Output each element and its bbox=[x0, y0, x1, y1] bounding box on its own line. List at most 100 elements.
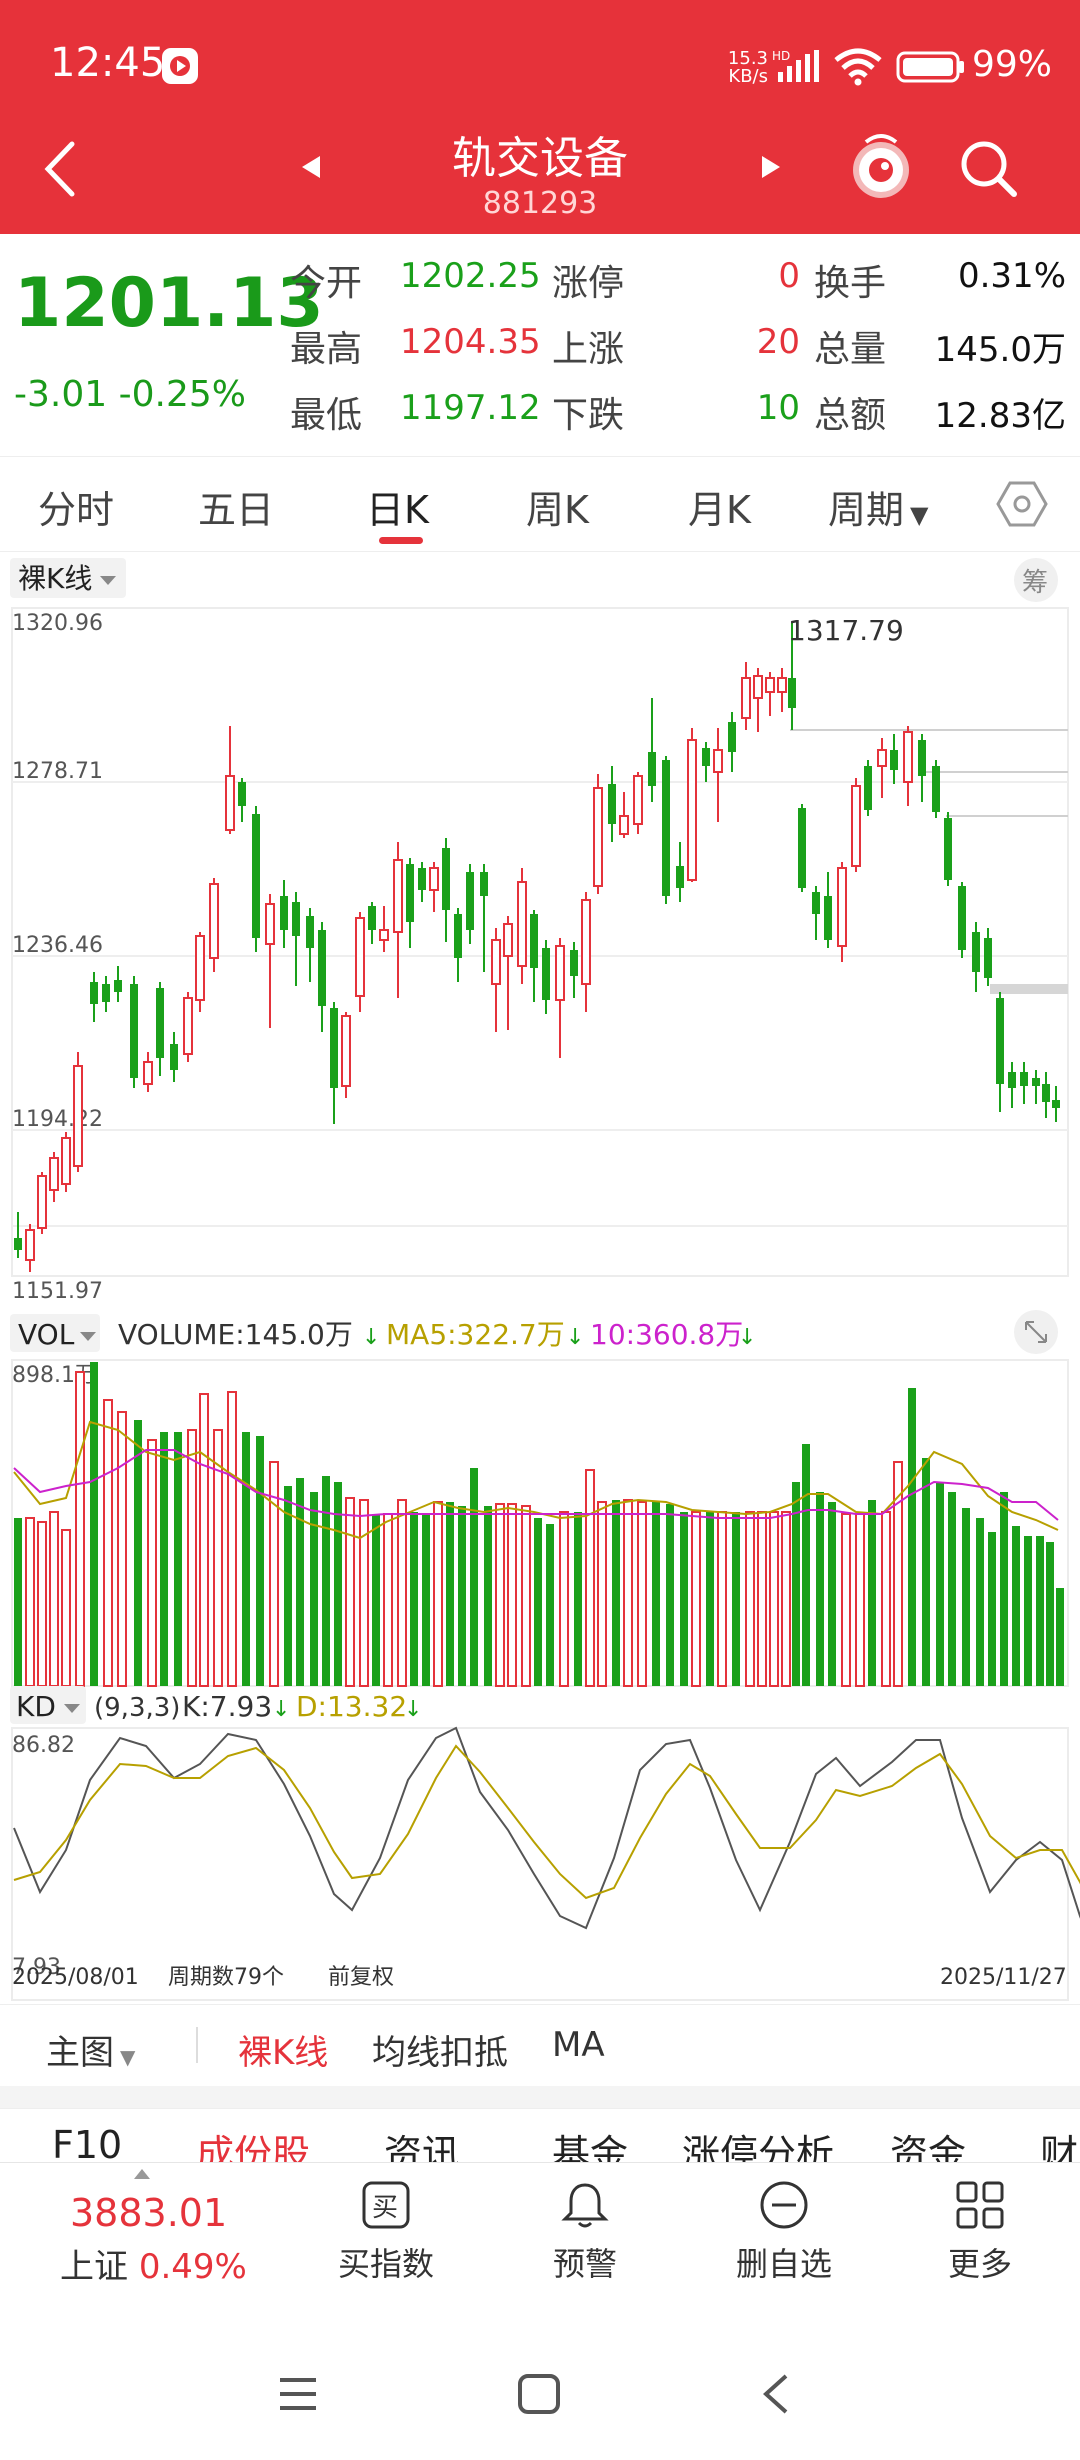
fall-value: 10 bbox=[756, 388, 800, 428]
tab-finance[interactable]: 财 bbox=[1040, 2132, 1079, 2165]
high-label: 最高 bbox=[290, 329, 363, 370]
more-button[interactable]: 更多 bbox=[900, 2179, 1060, 2285]
battery-icon bbox=[896, 51, 964, 83]
max-price-label: 1317.79 bbox=[788, 614, 904, 647]
menu-icon[interactable] bbox=[276, 2374, 320, 2414]
k-value-text: K:7.93 bbox=[182, 1690, 272, 1723]
rise-label: 上涨 bbox=[552, 329, 625, 370]
down-arrow-icon: ↓ bbox=[738, 1325, 756, 1350]
svg-text:买: 买 bbox=[372, 2193, 398, 2223]
mascot-icon[interactable] bbox=[848, 128, 914, 202]
home-icon[interactable] bbox=[516, 2372, 562, 2416]
tab-weekly-k[interactable]: 周K bbox=[526, 488, 589, 532]
subtab-naked-k[interactable]: 裸K线 bbox=[238, 2033, 329, 2073]
price-reference-lines bbox=[790, 729, 1068, 994]
remove-watchlist-button[interactable]: 删自选 bbox=[704, 2179, 864, 2285]
candlestick-series bbox=[14, 622, 1060, 1272]
turnover-value: 0.31% bbox=[957, 256, 1066, 296]
amount-label: 总额 bbox=[814, 395, 887, 436]
x-period-count: 周期数79个 bbox=[168, 1965, 284, 1990]
alert-button[interactable]: 预警 bbox=[505, 2179, 665, 2285]
chevron-down-icon: ▼ bbox=[910, 501, 929, 529]
volume-value: 145.0万 bbox=[934, 330, 1066, 370]
divider bbox=[196, 2027, 198, 2063]
kd-params: (9,3,3) bbox=[94, 1693, 180, 1723]
y-label-2: 1278.71 bbox=[12, 759, 103, 784]
next-stock-icon[interactable] bbox=[756, 152, 786, 182]
tab-five-day[interactable]: 五日 bbox=[198, 488, 275, 532]
back-nav-icon[interactable] bbox=[756, 2370, 796, 2418]
volume-bars bbox=[14, 1362, 1064, 1687]
vol-ma10-line bbox=[13, 1449, 1059, 1521]
tab-capital[interactable]: 资金 bbox=[890, 2132, 967, 2165]
low-value: 1197.12 bbox=[400, 388, 541, 428]
app-header: 12:45 15.3 KB/s HD 99% 轨交设备 881293 bbox=[0, 0, 1080, 234]
kline-chart[interactable]: 裸K线 筹 1320.96 1278.71 1236.46 1194.22 11… bbox=[0, 552, 1080, 2002]
subtab-main-chart[interactable]: 主图 ▼ bbox=[46, 2033, 136, 2073]
low-label: 最低 bbox=[290, 395, 363, 436]
caret-up-icon bbox=[134, 2169, 150, 2179]
x-adjust-mode: 前复权 bbox=[328, 1965, 394, 1990]
tab-funds[interactable]: 基金 bbox=[552, 2132, 629, 2165]
d-value-text: D:13.32 bbox=[296, 1690, 407, 1723]
y-label-max: 1320.96 bbox=[12, 611, 103, 636]
chip-button[interactable] bbox=[1014, 558, 1058, 602]
search-icon[interactable] bbox=[956, 136, 1020, 200]
down-arrow-icon: ↓ bbox=[272, 1697, 290, 1722]
section-divider bbox=[0, 2086, 1080, 2108]
tab-intraday[interactable]: 分时 bbox=[38, 488, 115, 532]
k-line bbox=[13, 1726, 1080, 1930]
index-value[interactable]: 3883.01 bbox=[70, 2191, 228, 2235]
chip-label: 筹 bbox=[1022, 568, 1048, 598]
vol-selector[interactable]: VOL bbox=[18, 1318, 75, 1351]
index-name-pct[interactable]: 上证 0.49% bbox=[60, 2247, 247, 2287]
tab-period[interactable]: 周期 ▼ bbox=[828, 488, 929, 532]
chevron-down-icon: ▼ bbox=[120, 2045, 136, 2069]
tab-monthly-k[interactable]: 月K bbox=[688, 488, 751, 532]
subtab-ma[interactable]: MA bbox=[552, 2025, 605, 2065]
open-value: 1202.25 bbox=[400, 256, 541, 296]
down-arrow-icon: ↓ bbox=[362, 1325, 380, 1350]
kline-mode-selector[interactable]: 裸K线 bbox=[18, 562, 92, 595]
tab-daily-k[interactable]: 日K bbox=[366, 488, 429, 532]
settings-hex-icon[interactable] bbox=[996, 479, 1048, 529]
buy-index-button[interactable]: 买 买指数 bbox=[306, 2179, 466, 2285]
subtab-ma-deduct[interactable]: 均线扣抵 bbox=[372, 2033, 508, 2073]
svg-text:HD: HD bbox=[772, 49, 790, 63]
y-label-3: 1236.46 bbox=[12, 933, 103, 958]
stock-code: 881293 bbox=[482, 186, 598, 221]
limit-up-value: 0 bbox=[778, 256, 800, 296]
kd-min-label: 7.93 bbox=[12, 1955, 61, 1980]
grid-icon bbox=[956, 2181, 1004, 2229]
prev-stock-icon[interactable] bbox=[296, 152, 326, 182]
expand-icon bbox=[1025, 1321, 1047, 1343]
status-time: 12:45 bbox=[50, 40, 166, 86]
tab-limit-up-analysis[interactable]: 涨停分析 bbox=[682, 2132, 835, 2165]
down-arrow-icon: ↓ bbox=[566, 1325, 584, 1350]
kd-selector[interactable]: KD bbox=[16, 1690, 56, 1723]
rise-value: 20 bbox=[756, 322, 800, 362]
page-title: 轨交设备 bbox=[452, 133, 628, 184]
turnover-label: 换手 bbox=[814, 263, 887, 304]
tab-news[interactable]: 资讯 bbox=[384, 2132, 461, 2165]
tab-f10[interactable]: F10 bbox=[52, 2123, 123, 2165]
current-price: 1201.13 bbox=[14, 264, 324, 343]
ma5-text: MA5:322.7万 bbox=[386, 1318, 565, 1351]
back-icon[interactable] bbox=[40, 140, 80, 198]
chevron-down-icon bbox=[100, 576, 116, 585]
price-change: -3.01 -0.25% bbox=[14, 374, 246, 415]
signal-icon: HD bbox=[772, 49, 819, 82]
high-value: 1204.35 bbox=[400, 322, 541, 362]
volume-text: VOLUME:145.0万 bbox=[118, 1318, 353, 1351]
chevron-down-icon bbox=[80, 1332, 96, 1341]
bottom-action-bar: 3883.01 上证 0.49% 买 买指数 预警 删自选 更多 bbox=[0, 2162, 1080, 2303]
ma10-text: 10:360.8万 bbox=[590, 1318, 743, 1351]
minus-circle-icon bbox=[760, 2181, 808, 2229]
chevron-down-icon bbox=[64, 1704, 80, 1713]
volume-label: 总量 bbox=[814, 329, 887, 370]
open-label: 今开 bbox=[290, 263, 363, 304]
bell-icon bbox=[561, 2183, 609, 2228]
net-speed: 15.3 KB/s bbox=[727, 48, 768, 87]
tab-components[interactable]: 成份股 bbox=[196, 2132, 311, 2165]
buy-icon: 买 bbox=[362, 2181, 410, 2229]
